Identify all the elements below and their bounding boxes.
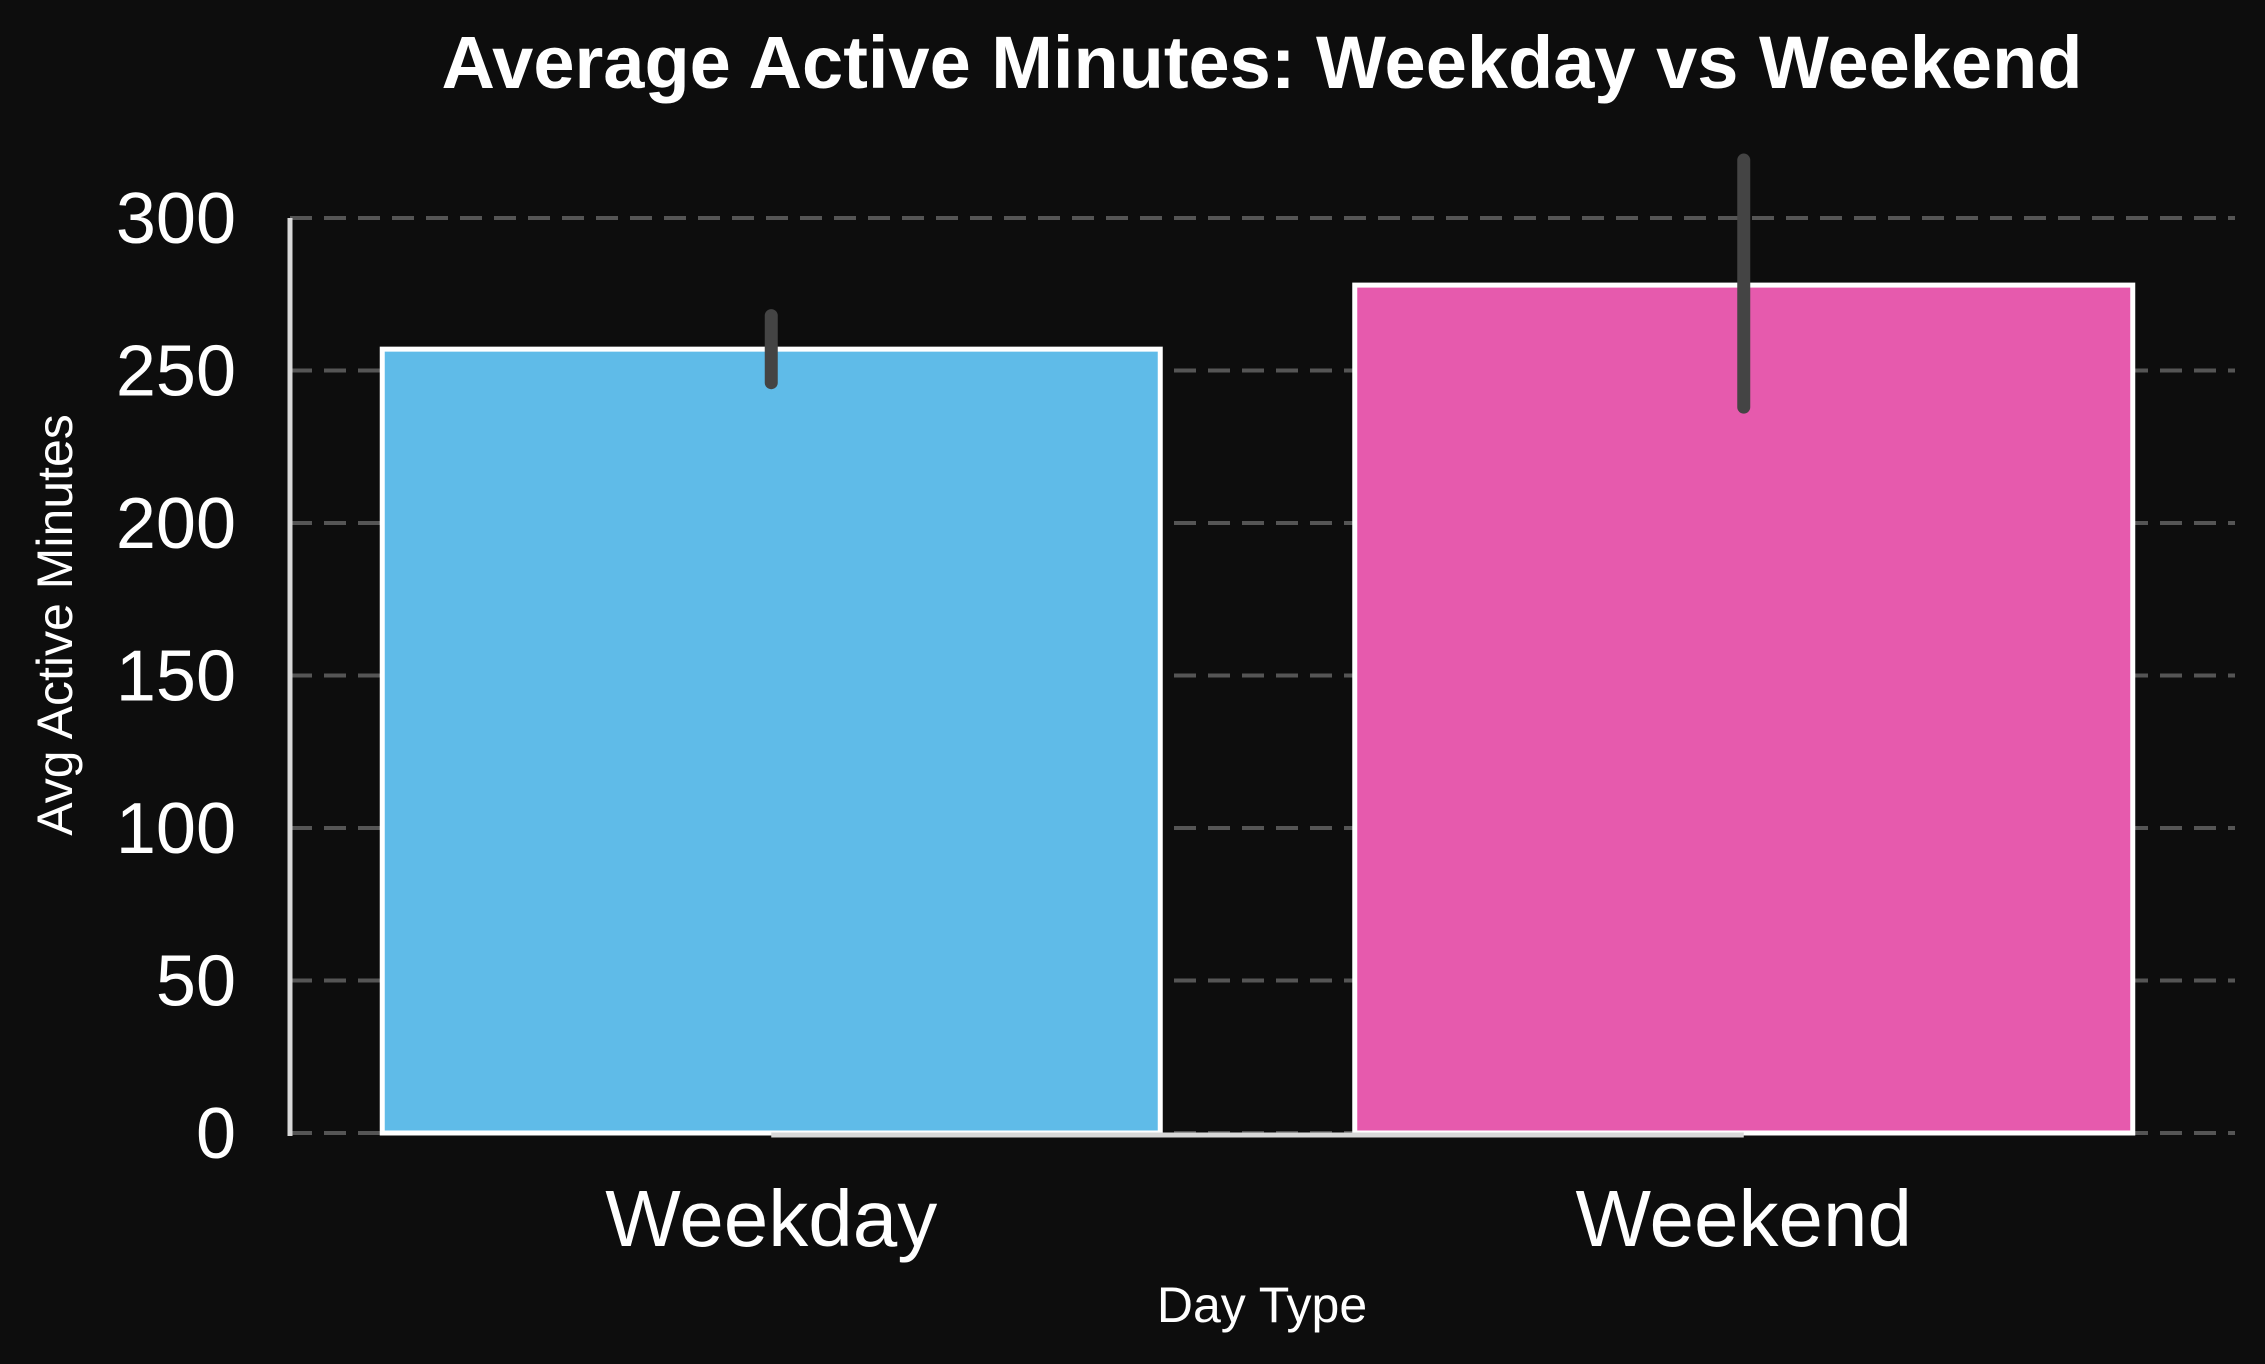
error-bars: [764, 153, 1751, 414]
bar-weekday: [379, 346, 1163, 1136]
x-tick-labels: Weekday Weekend: [605, 1174, 1912, 1263]
axes: [287, 218, 1744, 1138]
x-axis-label: Day Type: [1157, 1277, 1367, 1333]
x-tick-label: Weekend: [1575, 1174, 1912, 1263]
y-tick-label: 50: [156, 942, 236, 1022]
y-tick-label: 0: [196, 1094, 236, 1174]
x-tick-label: Weekday: [605, 1174, 937, 1263]
y-tick-label: 100: [116, 789, 236, 869]
y-tick-label: 300: [116, 179, 236, 259]
y-tick-label: 250: [116, 332, 236, 412]
y-tick-label: 150: [116, 637, 236, 717]
y-axis-label: Avg Active Minutes: [27, 414, 83, 836]
chart-title: Average Active Minutes: Weekday vs Weeke…: [441, 21, 2082, 104]
y-tick-label: 200: [116, 484, 236, 564]
bars: [379, 282, 2136, 1136]
y-tick-labels: 0 50 100 150 200 250 300: [116, 179, 236, 1174]
bar-weekend: [1352, 282, 2136, 1136]
